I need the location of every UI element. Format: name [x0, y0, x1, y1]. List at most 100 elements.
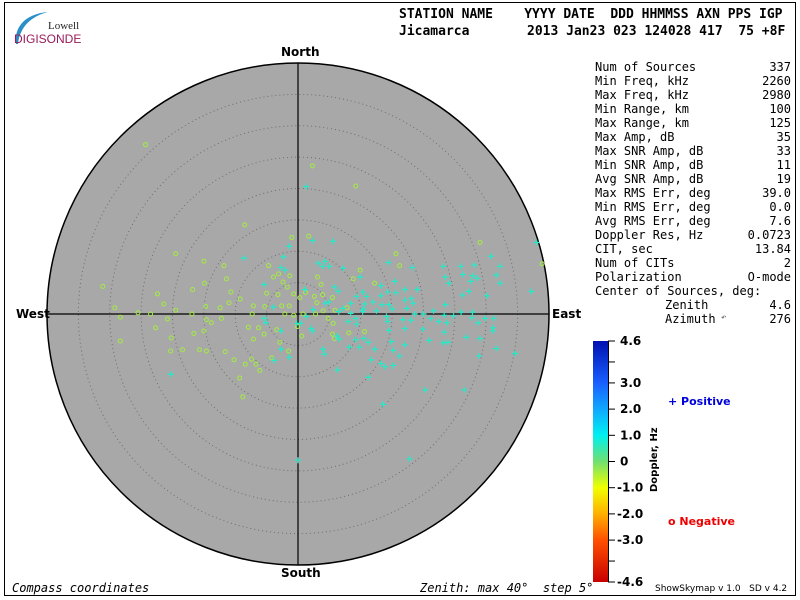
negative-source-point: [237, 375, 243, 381]
negative-source-point: [346, 330, 352, 336]
stat-label: Max Range, km: [595, 116, 689, 130]
positive-source-point: [426, 337, 433, 344]
stat-label: Min Range, km: [595, 102, 689, 116]
negative-source-point: [320, 308, 326, 314]
negative-source-point: [280, 279, 286, 285]
positive-source-point: [370, 299, 377, 306]
negative-source-point: [271, 274, 277, 280]
negative-source-point: [148, 311, 154, 317]
negative-source-point: [242, 361, 248, 367]
colorbar-tick-label: -4.6: [617, 575, 643, 589]
positive-source-point: [347, 300, 354, 307]
stat-value: 13.84: [754, 242, 791, 256]
positive-source-point: [320, 346, 327, 353]
negative-source-point: [330, 320, 336, 326]
positive-source-point: [474, 275, 481, 282]
stat-row: Num of CITs 2: [595, 256, 791, 270]
positive-source-point: [282, 267, 289, 274]
positive-source-point: [443, 319, 450, 326]
colorbar-tick-label: -3.0: [617, 533, 643, 547]
negative-source-point: [242, 222, 248, 228]
negative-source-point: [249, 311, 255, 317]
positive-source-point: [321, 351, 328, 358]
positive-source-point: [385, 327, 392, 334]
negative-source-point: [350, 276, 356, 282]
positive-source-point: [241, 255, 248, 262]
positive-source-point: [467, 278, 474, 285]
negative-source-point: [261, 331, 267, 337]
negative-source-point: [286, 303, 292, 309]
positive-source-point: [382, 363, 389, 370]
positive-source-point: [286, 354, 293, 361]
stat-row: Polarization O-mode: [595, 270, 791, 284]
negative-source-point: [291, 291, 297, 297]
positive-source-point: [319, 263, 326, 270]
positive-source-point: [469, 272, 476, 279]
stat-value: 125: [769, 116, 791, 130]
stat-label: Max Amp, dB: [595, 130, 675, 144]
negative-source-point: [289, 234, 295, 240]
positive-source-point: [336, 336, 343, 343]
positive-source-point: [528, 288, 535, 295]
positive-source-point: [315, 260, 322, 267]
negative-source-point: [299, 333, 305, 339]
negative-source-point: [276, 271, 282, 277]
stat-row: Max Range, km 125: [595, 116, 791, 130]
negative-source-point: [250, 336, 256, 342]
logo-text-digisonde: DIGISONDE: [14, 32, 82, 46]
positive-source-point: [303, 183, 310, 190]
compass-south-label: South: [281, 566, 321, 580]
stat-value: 7.6: [769, 214, 791, 228]
negative-source-point: [325, 315, 331, 321]
positive-source-point: [440, 263, 447, 270]
negative-source-point: [332, 307, 338, 313]
positive-source-point: [335, 308, 342, 315]
positive-source-point: [465, 288, 472, 295]
negative-source-point: [300, 311, 306, 317]
stat-value: 2260: [762, 74, 791, 88]
negative-source-point: [257, 367, 263, 373]
positive-source-point: [487, 253, 494, 260]
negative-source-point: [255, 325, 261, 331]
logo-text-lowell: Lowell: [48, 20, 80, 32]
colorbar-tick-label: 0: [620, 455, 628, 469]
negative-source-point: [311, 293, 317, 299]
stat-label: Max SNR Amp, dB: [595, 144, 704, 158]
positive-source-point: [360, 335, 367, 342]
compass-north-label: North: [281, 45, 320, 59]
negative-source-point: [190, 287, 196, 293]
colorbar-tick-label: -1.0: [617, 481, 643, 495]
positive-source-point: [441, 329, 448, 336]
negative-source-point: [309, 163, 315, 169]
negative-source-point: [286, 348, 292, 354]
negative-source-point: [164, 316, 170, 322]
negative-source-point: [275, 292, 281, 298]
compass-west-label: West: [16, 307, 50, 321]
positive-source-point: [377, 282, 384, 289]
center-title: Center of Sources, deg:: [595, 284, 762, 298]
negative-source-point: [173, 251, 179, 257]
stat-value: 2: [783, 256, 791, 270]
negative-source-point: [161, 301, 167, 307]
negative-source-point: [372, 280, 378, 286]
positive-source-point: [430, 307, 437, 314]
positive-source-point: [310, 306, 317, 313]
positive-source-point: [277, 264, 284, 271]
stats-table: Num of Sources 337 Min Freq, kHz 2260 Max Fr…: [595, 60, 791, 284]
positive-source-point: [401, 325, 408, 332]
legend-negative: o Negative: [668, 515, 736, 528]
positive-source-point: [357, 273, 364, 280]
positive-source-point: [459, 292, 466, 299]
colorbar-tick-label: 4.6: [620, 334, 641, 348]
center-zenith-label: Zenith: [665, 298, 709, 312]
stat-row: Doppler Res, Hz 0.0723: [595, 228, 791, 242]
positive-source-point: [380, 401, 387, 408]
stat-row: Min RMS Err, deg 0.0: [595, 200, 791, 214]
positive-source-point: [385, 259, 392, 266]
positive-source-point: [373, 307, 380, 314]
digisonde-logo: Lowell DIGISONDE: [10, 10, 90, 46]
negative-source-point: [477, 239, 483, 245]
negative-source-point: [287, 273, 293, 279]
negative-source-point: [397, 263, 403, 269]
negative-source-point: [253, 361, 259, 367]
